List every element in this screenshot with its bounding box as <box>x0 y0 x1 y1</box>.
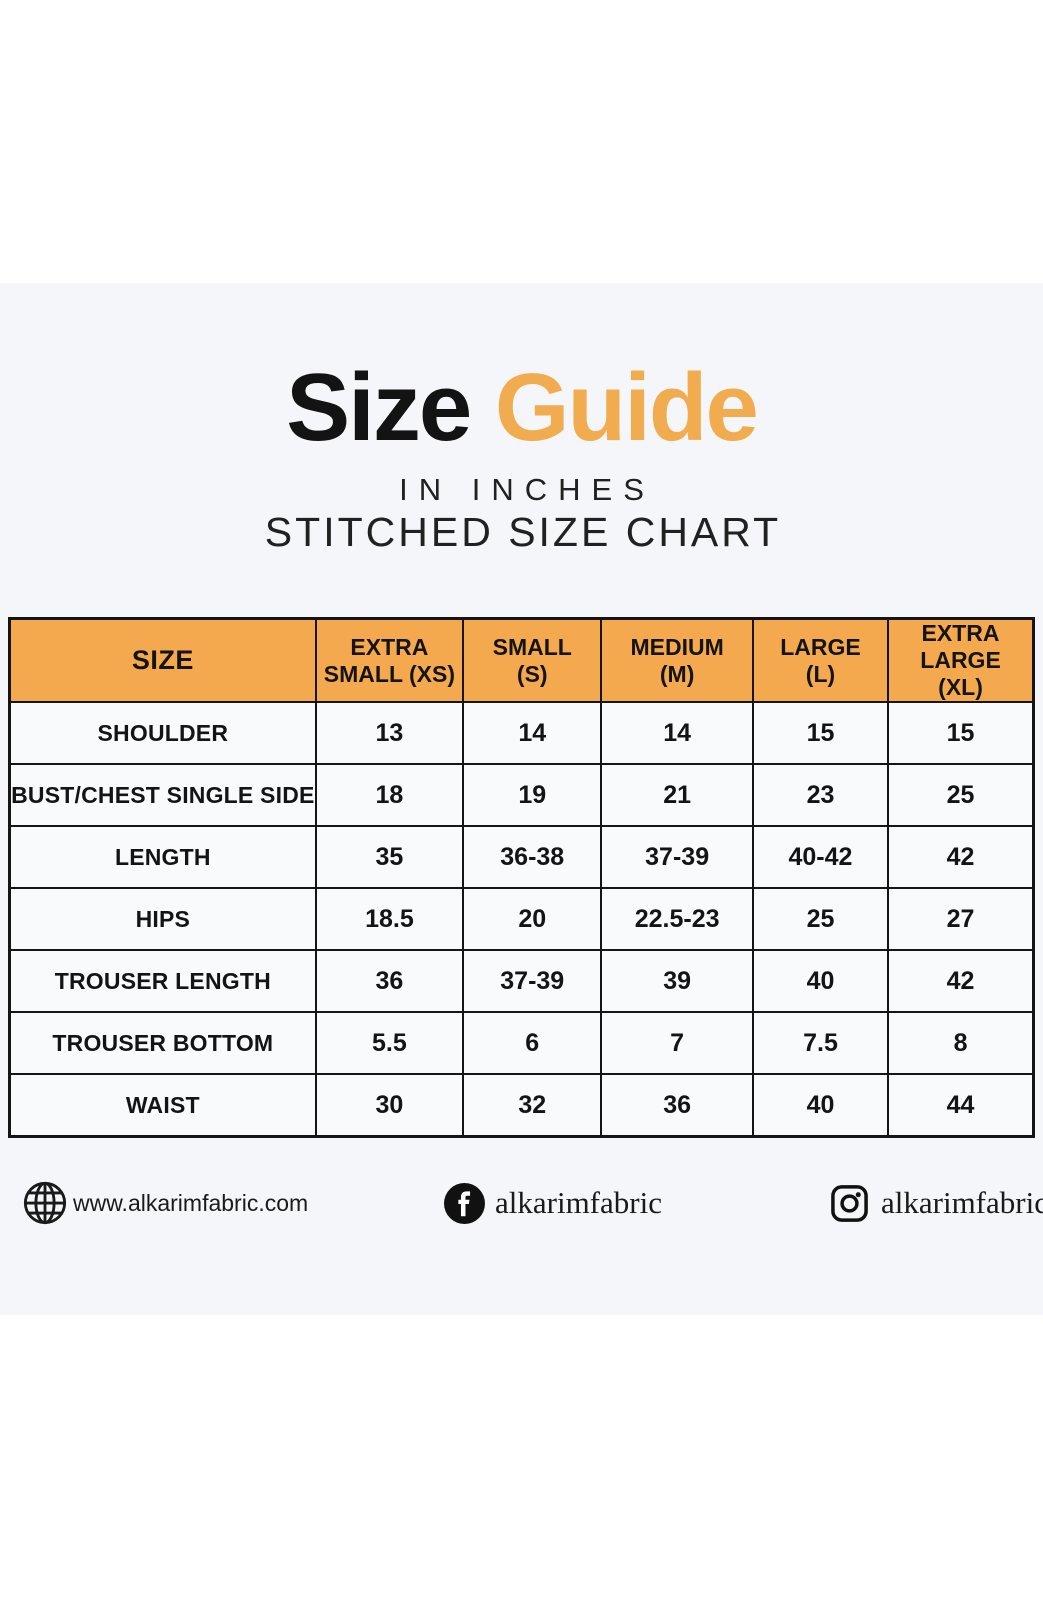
size-value: 15 <box>887 701 1035 766</box>
table-row-bust-chest: BUST/CHEST SINGLE SIDE 18 19 21 23 25 <box>8 763 1035 828</box>
page-title-orange: Guide <box>494 354 759 461</box>
row-label: HIPS <box>8 887 317 952</box>
size-value: 7.5 <box>751 1011 890 1076</box>
table-row-length: LENGTH 35 36-38 37-39 40-42 42 <box>8 825 1035 890</box>
row-label: TROUSER BOTTOM <box>8 1011 317 1076</box>
size-value: 8 <box>887 1011 1035 1076</box>
table-row-trouser-length: TROUSER LENGTH 36 37-39 39 40 42 <box>8 949 1035 1014</box>
column-header-large: LARGE (L) <box>751 617 890 704</box>
size-value: 18.5 <box>314 887 465 952</box>
size-value: 37-39 <box>462 949 603 1014</box>
size-value: 36-38 <box>462 825 603 890</box>
footer-facebook: alkarimfabric <box>444 1178 662 1228</box>
size-value: 18 <box>314 763 465 828</box>
row-label: LENGTH <box>8 825 317 890</box>
size-value: 19 <box>462 763 603 828</box>
page-title-space <box>470 354 495 461</box>
size-value: 7 <box>600 1011 754 1076</box>
size-value: 40 <box>751 949 890 1014</box>
subtitle-chart-type: STITCHED SIZE CHART <box>264 509 782 555</box>
size-value: 22.5-23 <box>600 887 754 952</box>
facebook-icon <box>444 1182 485 1224</box>
size-value: 14 <box>600 701 754 766</box>
table-row-hips: HIPS 18.5 20 22.5-23 25 27 <box>8 887 1035 952</box>
size-value: 39 <box>600 949 754 1014</box>
size-value: 40 <box>751 1073 890 1138</box>
row-label: TROUSER LENGTH <box>8 949 317 1014</box>
globe-icon <box>22 1180 68 1226</box>
size-value: 32 <box>462 1073 603 1138</box>
size-value: 25 <box>887 763 1035 828</box>
page-title: Size Guide <box>0 360 1043 456</box>
table-header-row: SIZE EXTRA SMALL (XS) SMALL (S) MEDIUM (… <box>8 617 1035 704</box>
instagram-handle: alkarimfabrics <box>881 1185 1043 1220</box>
footer-instagram: alkarimfabrics <box>830 1178 1043 1228</box>
size-value: 5.5 <box>314 1011 465 1076</box>
size-value: 6 <box>462 1011 603 1076</box>
size-value: 37-39 <box>600 825 754 890</box>
size-value: 42 <box>887 825 1035 890</box>
size-value: 25 <box>751 887 890 952</box>
column-header-medium: MEDIUM (M) <box>600 617 754 704</box>
size-value: 14 <box>462 701 603 766</box>
row-label: WAIST <box>8 1073 317 1138</box>
table-row-trouser-bottom: TROUSER BOTTOM 5.5 6 7 7.5 8 <box>8 1011 1035 1076</box>
size-value: 36 <box>600 1073 754 1138</box>
size-value: 21 <box>600 763 754 828</box>
size-chart-table: SIZE EXTRA SMALL (XS) SMALL (S) MEDIUM (… <box>8 617 1035 1138</box>
row-label: SHOULDER <box>8 701 317 766</box>
row-label: BUST/CHEST SINGLE SIDE <box>8 763 317 828</box>
size-value: 20 <box>462 887 603 952</box>
website-url: www.alkarimfabric.com <box>73 1189 309 1216</box>
page-title-black: Size <box>286 354 472 461</box>
column-header-small: SMALL (S) <box>462 617 603 704</box>
facebook-handle: alkarimfabric <box>495 1185 662 1220</box>
column-header-extra-small: EXTRA SMALL (XS) <box>314 617 465 704</box>
size-value: 13 <box>314 701 465 766</box>
size-value: 36 <box>314 949 465 1014</box>
column-header-extra-large: EXTRA LARGE (XL) <box>887 617 1035 704</box>
size-value: 42 <box>887 949 1035 1014</box>
subtitle-units: IN INCHES <box>399 472 655 507</box>
size-value: 15 <box>751 701 890 766</box>
size-value: 44 <box>887 1073 1035 1138</box>
table-row-waist: WAIST 30 32 36 40 44 <box>8 1073 1035 1138</box>
size-value: 30 <box>314 1073 465 1138</box>
footer-website: www.alkarimfabric.com <box>22 1178 308 1228</box>
size-value: 23 <box>751 763 890 828</box>
table-row-shoulder: SHOULDER 13 14 14 15 15 <box>8 701 1035 766</box>
size-value: 40-42 <box>751 825 890 890</box>
size-value: 27 <box>887 887 1035 952</box>
column-header-size: SIZE <box>8 617 317 704</box>
size-value: 35 <box>314 825 465 890</box>
instagram-icon <box>830 1184 869 1223</box>
